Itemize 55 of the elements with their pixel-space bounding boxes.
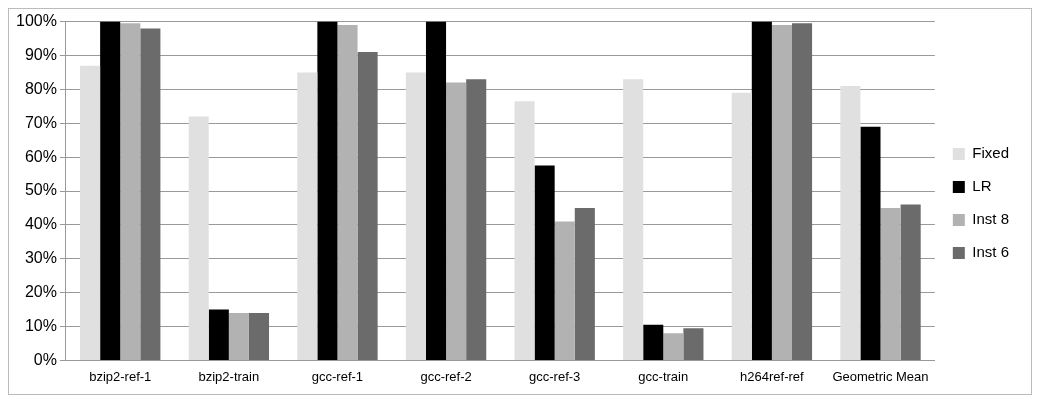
y-tick-label: 10% xyxy=(24,316,57,334)
legend-label: Inst 8 xyxy=(972,210,1009,228)
y-tick-label: 20% xyxy=(24,283,57,301)
y-tick-label: 30% xyxy=(24,249,57,267)
x-tick-label: gcc-ref-3 xyxy=(529,368,581,384)
y-tick-label: 50% xyxy=(24,181,57,199)
y-tick-label: 40% xyxy=(24,215,57,233)
bar xyxy=(643,324,664,360)
x-tick-label: gcc-train xyxy=(638,368,689,384)
bar xyxy=(900,204,921,360)
y-tick-label: 100% xyxy=(16,12,57,30)
bar xyxy=(623,79,644,360)
bar xyxy=(425,21,447,360)
bar xyxy=(466,79,487,360)
bar xyxy=(248,312,270,360)
bar xyxy=(120,23,141,360)
bar xyxy=(683,328,704,360)
bar xyxy=(860,126,881,360)
bar xyxy=(840,85,861,360)
bar xyxy=(514,101,535,360)
bar xyxy=(317,21,338,360)
x-tick-label: bzip2-ref-1 xyxy=(89,368,152,384)
y-tick-label: 0% xyxy=(33,350,57,368)
bar xyxy=(80,65,101,360)
legend-label: Fixed xyxy=(972,144,1009,162)
bar xyxy=(751,21,772,360)
bar xyxy=(140,28,161,360)
bar xyxy=(337,24,358,360)
bar xyxy=(446,82,467,360)
bar xyxy=(188,116,209,360)
bar xyxy=(791,23,813,360)
x-tick-label: gcc-ref-1 xyxy=(311,368,364,384)
x-tick-label: h264ref-ref xyxy=(740,368,805,384)
bar xyxy=(554,221,575,360)
y-tick-label: 80% xyxy=(24,79,57,97)
bar xyxy=(405,72,426,360)
bar xyxy=(297,72,318,360)
y-tick-label: 60% xyxy=(24,147,57,165)
x-tick-label: gcc-ref-2 xyxy=(420,368,472,384)
y-tick-label: 70% xyxy=(24,113,57,131)
bar xyxy=(574,207,595,360)
bar xyxy=(534,165,555,360)
legend-label: LR xyxy=(972,177,992,195)
bar xyxy=(771,24,792,360)
y-tick-label: 90% xyxy=(24,45,57,63)
bar xyxy=(357,52,378,360)
bar xyxy=(663,333,684,360)
bar xyxy=(100,21,121,360)
legend-label: Inst 6 xyxy=(972,243,1009,261)
x-tick-label: Geometric Mean xyxy=(832,368,929,384)
bar xyxy=(228,312,249,360)
x-tick-label: bzip2-train xyxy=(198,368,260,384)
bar xyxy=(880,207,901,360)
bar xyxy=(208,309,229,360)
bar xyxy=(731,92,752,360)
